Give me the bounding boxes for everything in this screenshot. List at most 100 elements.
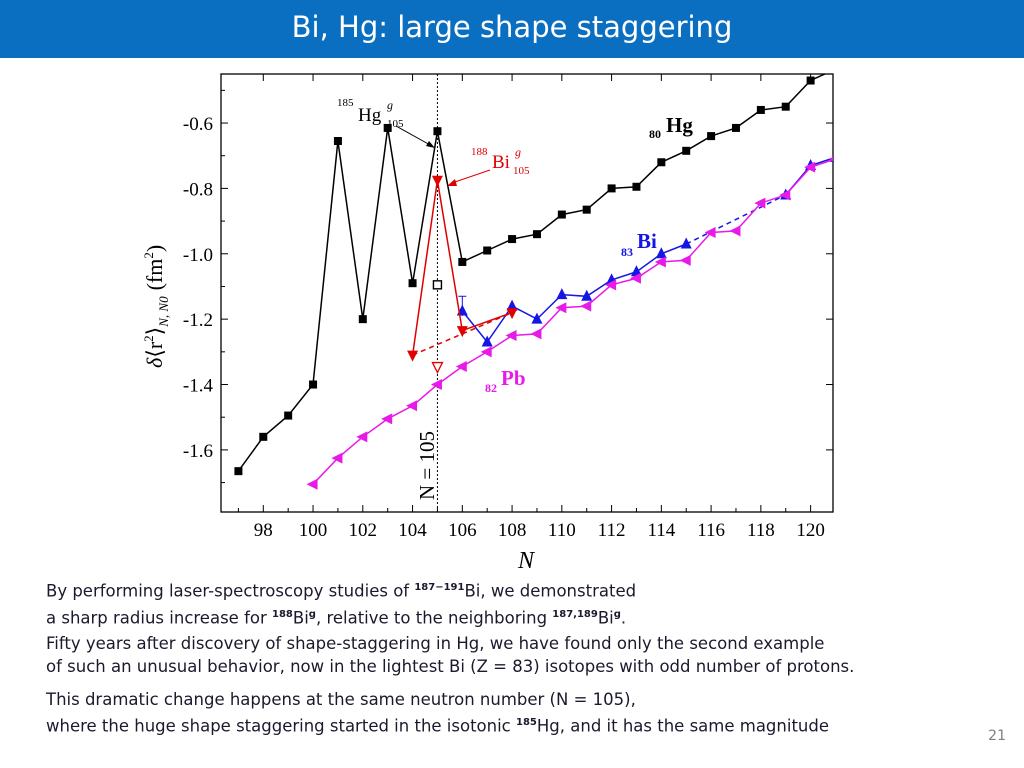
annotation-hg185: 185 Hg g 105 bbox=[337, 97, 435, 148]
point-hg bbox=[582, 205, 591, 214]
point-hg bbox=[333, 137, 342, 146]
point-bi bbox=[531, 312, 543, 324]
point-bi bbox=[556, 288, 568, 300]
svg-text:g: g bbox=[387, 98, 393, 112]
x-axis-title: N bbox=[517, 548, 536, 572]
svg-text:Hg: Hg bbox=[666, 113, 693, 137]
svg-text:g: g bbox=[515, 145, 521, 159]
plot-area bbox=[234, 65, 839, 490]
point-extra bbox=[432, 280, 443, 290]
point-hg bbox=[831, 65, 839, 73]
x-tick-label: 102 bbox=[349, 520, 378, 541]
plot-frame bbox=[220, 73, 834, 513]
point-big bbox=[506, 308, 518, 320]
point-pb bbox=[605, 279, 617, 291]
point-hg bbox=[408, 279, 417, 288]
point-pb bbox=[505, 329, 517, 341]
svg-text:105: 105 bbox=[387, 118, 404, 130]
point-big bbox=[407, 350, 419, 362]
paragraph-2: Fifty years after discovery of shape-sta… bbox=[46, 632, 854, 678]
y-tick-label: -1.0 bbox=[183, 245, 213, 266]
paragraph-3-line-2: where the huge shape staggering started … bbox=[46, 716, 829, 736]
point-hg bbox=[234, 467, 243, 476]
point-hg bbox=[731, 123, 740, 132]
point-pb bbox=[480, 346, 492, 358]
point-pb bbox=[629, 272, 641, 284]
y-axis-title: δ⟨r2⟩N, N0(fm2) bbox=[141, 245, 171, 368]
x-tick-label: 106 bbox=[448, 520, 477, 541]
point-big bbox=[456, 326, 468, 338]
svg-text:83: 83 bbox=[621, 245, 633, 259]
point-pb bbox=[430, 379, 442, 391]
paragraph-2-line-2: of such an unusual behavior, now in the … bbox=[46, 657, 855, 676]
point-hg bbox=[383, 123, 392, 132]
svg-text:Bi: Bi bbox=[492, 152, 510, 173]
x-tick-label: 112 bbox=[598, 520, 626, 541]
point-hg bbox=[682, 146, 691, 155]
y-tick-label: -0.6 bbox=[183, 114, 213, 135]
paragraph-3-line-1: This dramatic change happens at the same… bbox=[46, 690, 636, 709]
chart: 98 100 102 104 106 108 110 112 114 116 118 120 -1.6 -… bbox=[141, 65, 839, 572]
y-tick-label: -1.6 bbox=[183, 441, 213, 462]
point-pb bbox=[331, 452, 343, 464]
label-pb: 82 Pb bbox=[485, 366, 526, 395]
paragraph-1-line-1: By performing laser-spectroscopy studies… bbox=[46, 581, 637, 601]
svg-text:Pb: Pb bbox=[501, 366, 526, 390]
point-pb bbox=[804, 161, 816, 173]
point-bi bbox=[506, 299, 518, 311]
point-pb bbox=[406, 400, 418, 412]
point-hg bbox=[508, 235, 517, 244]
annotation-bi188: 188 Bi g 105 bbox=[447, 145, 530, 186]
point-pb bbox=[455, 361, 467, 373]
x-tick-label: 116 bbox=[697, 520, 725, 541]
point-hg bbox=[707, 132, 716, 141]
point-pb bbox=[381, 413, 393, 425]
point-big bbox=[431, 175, 443, 187]
point-extra bbox=[431, 361, 444, 374]
svg-text:188: 188 bbox=[471, 146, 488, 158]
x-tick-label: 98 bbox=[254, 520, 273, 541]
point-pb bbox=[828, 156, 833, 161]
svg-text:Bi: Bi bbox=[637, 229, 657, 253]
y-tick-label: -1.4 bbox=[183, 376, 214, 397]
point-hg bbox=[483, 246, 492, 255]
point-hg bbox=[259, 432, 268, 441]
paragraph-1: By performing laser-spectroscopy studies… bbox=[46, 576, 636, 629]
svg-text:105: 105 bbox=[513, 165, 530, 177]
point-bi bbox=[655, 247, 667, 259]
x-tick-label: 110 bbox=[548, 520, 576, 541]
point-pb bbox=[729, 225, 741, 237]
point-hg bbox=[806, 76, 815, 85]
point-bi bbox=[630, 265, 642, 277]
slide-title: Bi, Hg: large shape staggering bbox=[291, 10, 733, 44]
point-bi bbox=[680, 237, 692, 249]
vline-label: N = 105 bbox=[415, 431, 439, 500]
point-pb bbox=[679, 254, 691, 266]
point-pb bbox=[530, 328, 542, 340]
svg-text:185: 185 bbox=[337, 97, 354, 109]
y-tick-label: -1.2 bbox=[183, 310, 213, 331]
x-tick-label: 100 bbox=[299, 520, 328, 541]
series-line-bi bbox=[461, 243, 687, 344]
point-hg bbox=[358, 315, 367, 324]
point-bi bbox=[581, 289, 593, 301]
title-bar bbox=[0, 0, 1024, 58]
point-hg bbox=[657, 158, 666, 167]
point-hg bbox=[532, 230, 541, 239]
page-number: 21 bbox=[988, 728, 1006, 744]
paragraph-3: This dramatic change happens at the same… bbox=[46, 688, 829, 738]
point-pb bbox=[580, 300, 592, 312]
point-pb bbox=[779, 189, 791, 201]
x-tick-label: 104 bbox=[398, 520, 427, 541]
point-hg bbox=[433, 127, 442, 136]
point-pb bbox=[555, 302, 567, 314]
point-pb bbox=[704, 227, 716, 239]
x-tick-label: 120 bbox=[796, 520, 825, 541]
y-tick-label: -0.8 bbox=[183, 179, 213, 200]
paragraph-2-line-1: Fifty years after discovery of shape-sta… bbox=[46, 634, 825, 653]
point-pb bbox=[356, 431, 368, 443]
paragraph-1-line-2: a sharp radius increase for 188Big, rela… bbox=[46, 608, 627, 627]
point-hg bbox=[458, 257, 467, 266]
label-bi: 83 Bi bbox=[621, 229, 657, 259]
svg-text:82: 82 bbox=[485, 381, 497, 395]
